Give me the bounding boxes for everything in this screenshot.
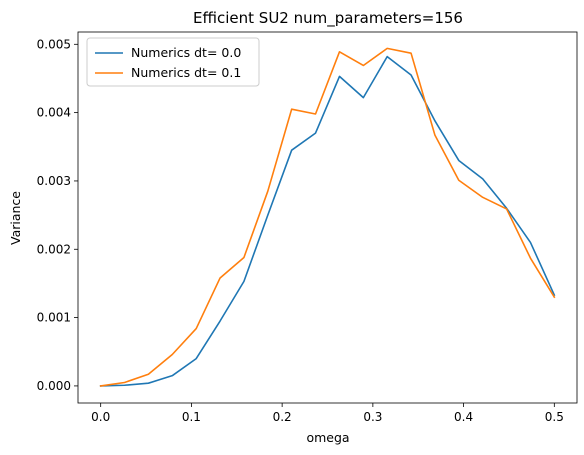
legend-label-series-1: Numerics dt= 0.0 — [131, 45, 241, 60]
series-1-point — [457, 158, 461, 162]
series-2-point — [433, 133, 437, 137]
series-2-point — [314, 112, 318, 116]
chart-title: Efficient SU2 num_parameters=156 — [193, 9, 463, 28]
series-1-point — [528, 240, 532, 244]
series-2-point — [528, 256, 532, 260]
series-2-point — [385, 46, 389, 50]
series-1-point — [194, 357, 198, 361]
series-2-point — [218, 276, 222, 280]
series-1-point — [433, 119, 437, 123]
series-1-point — [385, 55, 389, 59]
series-2-point — [290, 107, 294, 111]
y-tick-label: 0.000 — [37, 379, 71, 393]
axes-layer: 0.0 0.1 0.2 0.3 0.4 0.5 0.000 0.001 0.002 0.003 0.… — [37, 31, 578, 424]
series-layer — [99, 46, 556, 388]
series-line-1 — [99, 55, 556, 387]
series-2-point — [457, 178, 461, 182]
series-2-point — [146, 372, 150, 376]
series-2-point — [409, 51, 413, 55]
series-1-point — [409, 73, 413, 77]
y-axis-label: Variance — [8, 191, 23, 245]
legend-frame — [86, 37, 260, 87]
series-1-point — [337, 74, 341, 78]
series-2-point — [194, 327, 198, 331]
y-tick-label: 0.004 — [37, 106, 71, 120]
series-line-2 — [99, 47, 556, 387]
x-tick-label: 0.5 — [545, 410, 564, 424]
series-2-point — [505, 207, 509, 211]
series-2-point — [170, 352, 174, 356]
series-2-point — [99, 384, 103, 388]
y-tick-label: 0.002 — [37, 242, 71, 256]
series-1-point — [314, 131, 318, 135]
series-1-point — [361, 96, 365, 100]
series-1-point — [242, 279, 246, 283]
x-tick-label: 0.2 — [273, 410, 292, 424]
series-2-point — [481, 195, 485, 199]
x-tick-label: 0.3 — [363, 410, 382, 424]
series-1-point — [481, 177, 485, 181]
plot-frame — [77, 31, 578, 404]
x-axis-label: omega — [306, 430, 349, 445]
series-2-point — [123, 381, 127, 385]
series-2-point — [361, 63, 365, 67]
series-1-point — [290, 148, 294, 152]
series-1-point — [146, 381, 150, 385]
x-tick-label: 0.4 — [454, 410, 473, 424]
series-1-point — [170, 374, 174, 378]
x-tick-label: 0.1 — [182, 410, 201, 424]
series-2-point — [552, 295, 556, 299]
series-2-point — [337, 50, 341, 54]
series-1-point — [266, 213, 270, 217]
series-2-point — [242, 255, 246, 259]
legend-label-series-2: Numerics dt= 0.1 — [131, 65, 241, 80]
series-1-point — [218, 319, 222, 323]
y-tick-label: 0.001 — [37, 311, 71, 325]
y-tick-label: 0.003 — [37, 174, 71, 188]
legend: Numerics dt= 0.0 Numerics dt= 0.1 — [86, 37, 260, 87]
series-2-point — [266, 189, 270, 193]
y-tick-label: 0.005 — [37, 37, 71, 51]
x-tick-label: 0.0 — [91, 410, 110, 424]
